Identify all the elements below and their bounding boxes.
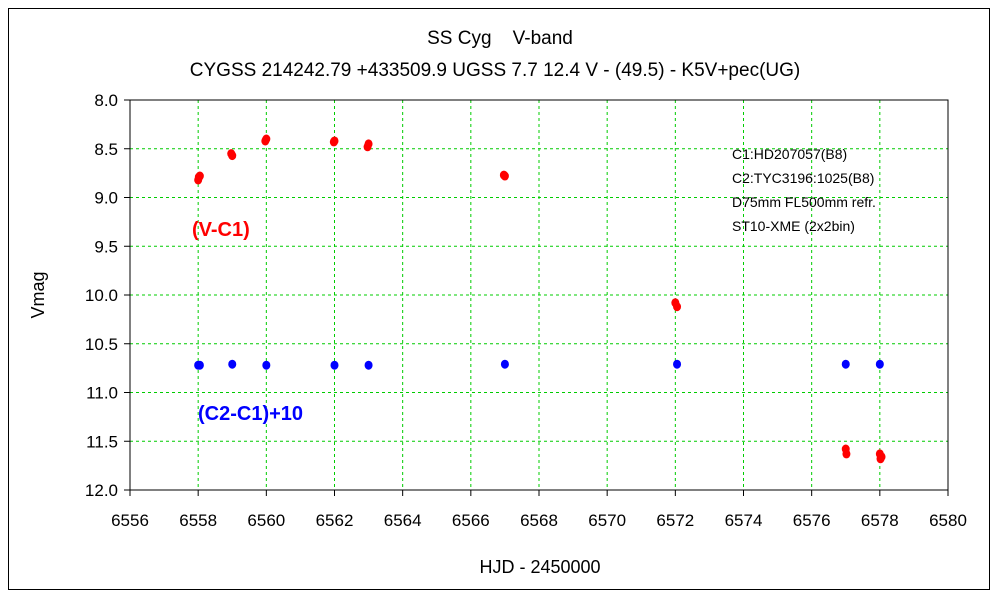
data-point bbox=[364, 139, 373, 149]
x-tick-label: 6564 bbox=[384, 511, 422, 530]
y-tick-label: 8.5 bbox=[94, 140, 118, 159]
note-line: C1:HD207057(B8) bbox=[732, 146, 847, 162]
plot-area bbox=[124, 99, 949, 496]
x-tick-label: 6576 bbox=[793, 511, 831, 530]
y-tick-label: 9.0 bbox=[94, 189, 118, 208]
data-point bbox=[262, 134, 271, 144]
data-point bbox=[842, 449, 851, 459]
x-tick-label: 6570 bbox=[588, 511, 626, 530]
y-tick-label: 10.0 bbox=[85, 286, 118, 305]
data-point bbox=[841, 359, 850, 369]
x-tick-label: 6578 bbox=[861, 511, 899, 530]
grid-lines bbox=[130, 100, 948, 490]
x-tick-label: 6566 bbox=[452, 511, 490, 530]
x-tick-label: 6574 bbox=[725, 511, 763, 530]
y-axis-label: Vmag bbox=[28, 271, 48, 318]
data-point bbox=[228, 151, 237, 161]
chart-subtitle: CYGSS 214242.79 +433509.9 UGSS 7.7 12.4 … bbox=[190, 60, 800, 81]
x-tick-label: 6560 bbox=[247, 511, 285, 530]
y-tick-label: 10.5 bbox=[85, 335, 118, 354]
x-tick-label: 6558 bbox=[179, 511, 217, 530]
note-line: C2:TYC3196:1025(B8) bbox=[732, 170, 874, 186]
legend-label: (V-C1) bbox=[192, 219, 250, 241]
chart-title: SS Cyg V-band bbox=[427, 28, 573, 49]
chart-frame bbox=[8, 8, 990, 590]
data-point bbox=[500, 171, 509, 181]
data-point bbox=[195, 360, 204, 370]
legend-label: (C2-C1)+10 bbox=[198, 403, 303, 425]
data-point bbox=[673, 302, 682, 312]
x-tick-label: 6556 bbox=[111, 511, 149, 530]
notes: C1:HD207057(B8) C2:TYC3196:1025(B8) D75mm … bbox=[732, 146, 876, 234]
tick-labels: 6556 6558 6560 6562 6564 6566 6568 6570 6572 6574… bbox=[85, 91, 967, 530]
x-tick-label: 6568 bbox=[520, 511, 558, 530]
data-point bbox=[875, 359, 884, 369]
data-points bbox=[194, 134, 886, 464]
x-tick-label: 6572 bbox=[656, 511, 694, 530]
data-point bbox=[330, 136, 339, 146]
y-tick-label: 8.0 bbox=[94, 91, 118, 110]
data-point bbox=[262, 360, 271, 370]
data-point bbox=[673, 359, 682, 369]
data-point bbox=[500, 359, 509, 369]
data-point bbox=[364, 360, 373, 370]
note-line: ST10-XME (2x2bin) bbox=[732, 218, 855, 234]
y-tick-label: 11.5 bbox=[86, 432, 118, 451]
data-point bbox=[195, 171, 204, 181]
note-line: D75mm FL500mm refr. bbox=[732, 194, 876, 210]
x-axis-label: HJD - 2450000 bbox=[479, 557, 600, 577]
y-tick-label: 12.0 bbox=[85, 481, 118, 500]
data-point bbox=[228, 359, 237, 369]
x-tick-label: 6562 bbox=[316, 511, 354, 530]
data-point bbox=[877, 452, 886, 462]
y-tick-label: 11.0 bbox=[86, 384, 118, 403]
legend: (V-C1) (C2-C1)+10 bbox=[192, 219, 303, 425]
data-point bbox=[330, 360, 339, 370]
x-tick-label: 6580 bbox=[929, 511, 967, 530]
y-tick-label: 9.5 bbox=[94, 237, 118, 256]
